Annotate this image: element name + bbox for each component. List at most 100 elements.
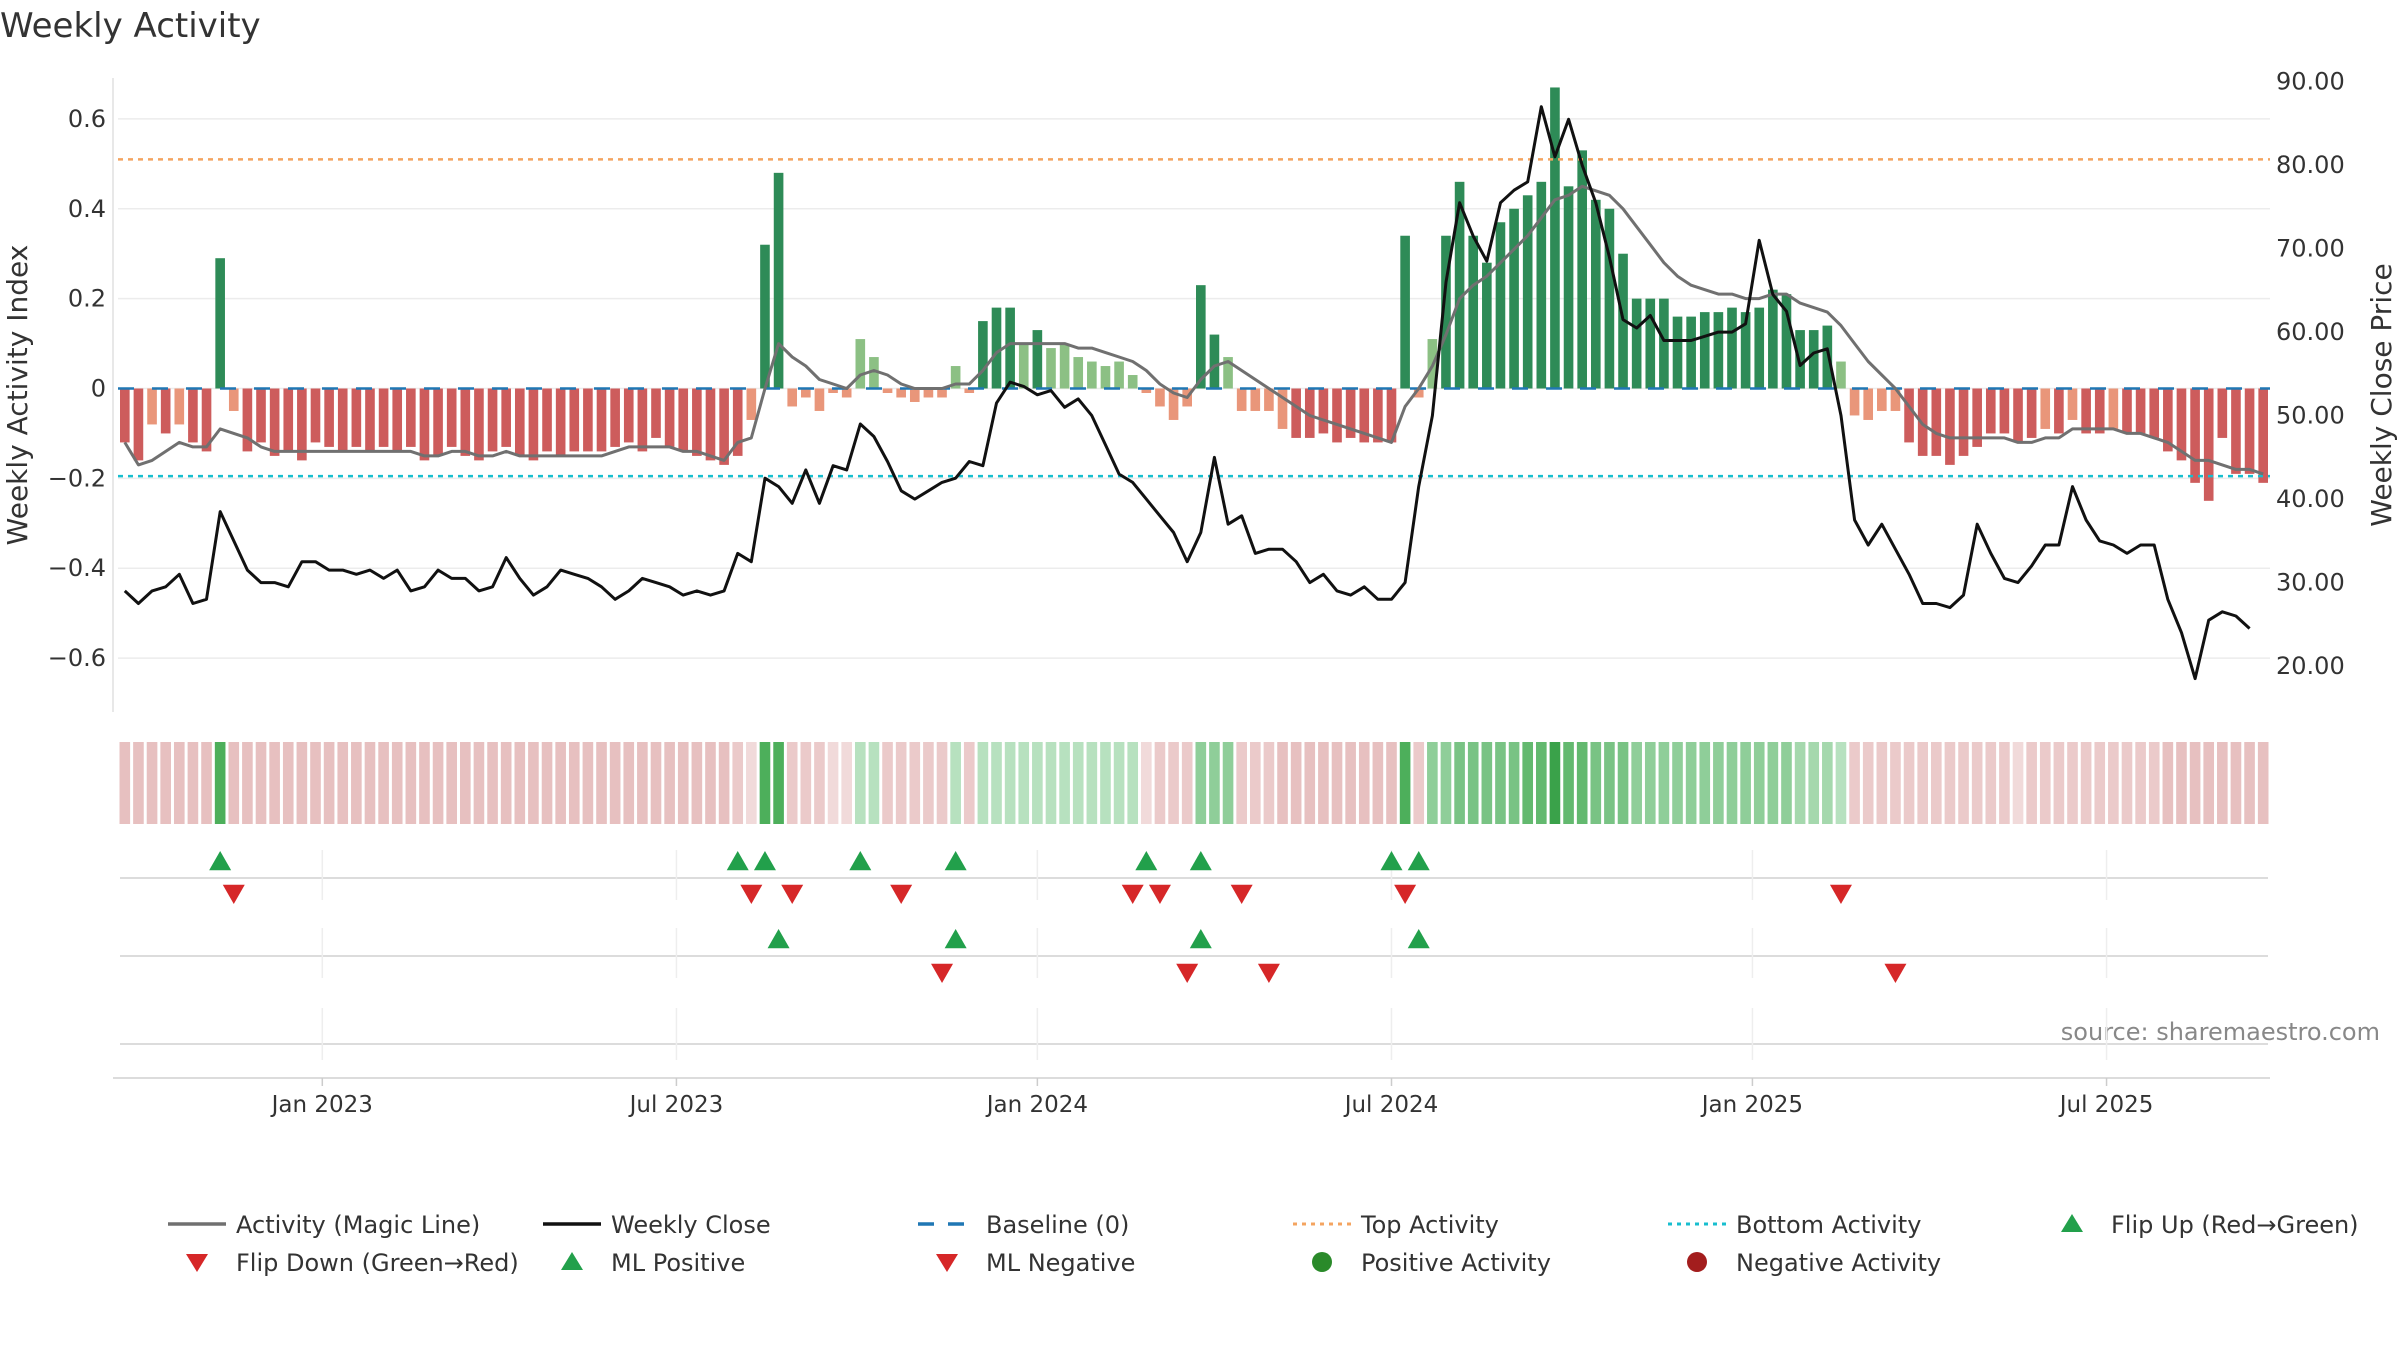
activity-bar [1686,316,1696,389]
heat-cell [460,742,471,824]
activity-bar [528,388,539,461]
legend-swatch-dot [1312,1252,1332,1272]
heat-cell [1454,742,1465,824]
heat-cell [2121,742,2133,824]
grid-layer [118,118,2270,1060]
heat-cell [950,742,961,824]
activity-bar [1073,357,1084,389]
heat-cell [1372,742,1384,824]
activity-bar [896,388,906,398]
legend-swatch-triangle-down [186,1254,208,1272]
activity-bar [283,388,294,452]
y2-tick-label: 80.00 [2276,151,2345,179]
activity-bar [664,388,675,447]
flip-down-marker [890,884,913,904]
heat-cell [1576,742,1588,824]
activity-bar [1822,325,1833,389]
activity-bar [991,307,1002,389]
heat-cell [1808,742,1820,824]
activity-bar [923,388,934,398]
activity-heat-strip [119,742,2269,824]
y-tick-label: 0 [91,375,106,403]
activity-bar [1127,375,1138,389]
activity-bar [1359,388,1370,443]
activity-bar [1100,366,1111,389]
activity-bar [2258,388,2268,483]
heat-cell [391,742,403,824]
activity-bar [964,388,975,393]
heat-cell [1699,742,1711,824]
activity-bar [2067,388,2078,420]
activity-bar [1141,388,1152,393]
y-tick-label: 0.2 [68,285,106,313]
heat-cell [1100,742,1111,824]
flip-up-marker [1189,851,1212,871]
activity-bar [1563,186,1574,389]
activity-bar [801,388,811,398]
x-tick-label: Jan 2024 [985,1092,1088,1118]
heat-cell [1617,742,1629,824]
heat-cell [1849,742,1860,824]
legend-swatch-triangle-up [2061,1214,2083,1232]
heat-cell [146,742,158,824]
x-tick-label: Jul 2023 [628,1092,724,1118]
activity-bar [1373,388,1383,443]
activity-bar [2217,388,2228,438]
activity-bar [1713,312,1724,389]
flip-down-marker [1394,884,1417,904]
activity-bar [855,339,866,389]
heat-cell [1113,742,1125,824]
activity-bar [1441,235,1451,389]
heat-cell [1549,742,1561,824]
activity-bar [746,388,757,420]
heat-cell [2217,742,2228,824]
activity-bar [637,388,648,452]
activity-bar [1482,262,1492,389]
activity-bar [651,388,661,438]
activity-bar [1890,388,1901,411]
activity-bar [1250,388,1261,411]
heat-cell [1563,742,1574,824]
activity-bar [1863,388,1874,420]
heat-cell [773,742,784,824]
heat-cell [1876,742,1888,824]
heat-cell [1304,742,1316,824]
legend-label: Negative Activity [1736,1249,1941,1277]
flip-up-marker [726,851,749,871]
heat-cell [1181,742,1193,824]
activity-bar [201,388,212,452]
flip-down-marker [1148,884,1171,904]
activity-bar [1550,87,1560,389]
heat-cell [827,742,839,824]
activity-bar [147,388,157,425]
activity-bar [1032,330,1043,389]
heat-cell [2148,742,2160,824]
activity-bar [814,388,825,411]
activity-bar [2190,388,2200,483]
x-tick-label: Jan 2025 [1700,1092,1803,1118]
y2-tick-label: 20.00 [2276,652,2345,680]
activity-bar [501,388,511,447]
flip-up-marker [1380,851,1403,871]
source-label: source: sharemaestro.com [2061,1018,2380,1046]
heat-cell [1999,742,2010,824]
activity-bar [1059,343,1070,389]
flip-down-marker [781,884,804,904]
activity-bar [433,388,443,456]
heat-cell [868,742,880,824]
activity-bar [732,388,743,456]
heat-cell [1713,742,1724,824]
y-tick-label: −0.6 [48,644,106,672]
flip-down-marker [1121,884,1144,904]
heat-cell [691,742,703,824]
activity-bar [2026,388,2037,438]
heat-cell [1971,742,1983,824]
activity-bar [2203,388,2214,501]
flip-down-marker [222,884,245,904]
activity-bar [1754,307,1765,389]
heat-cell [528,742,539,824]
activity-bar [1223,357,1233,389]
activity-bar [1727,307,1737,389]
